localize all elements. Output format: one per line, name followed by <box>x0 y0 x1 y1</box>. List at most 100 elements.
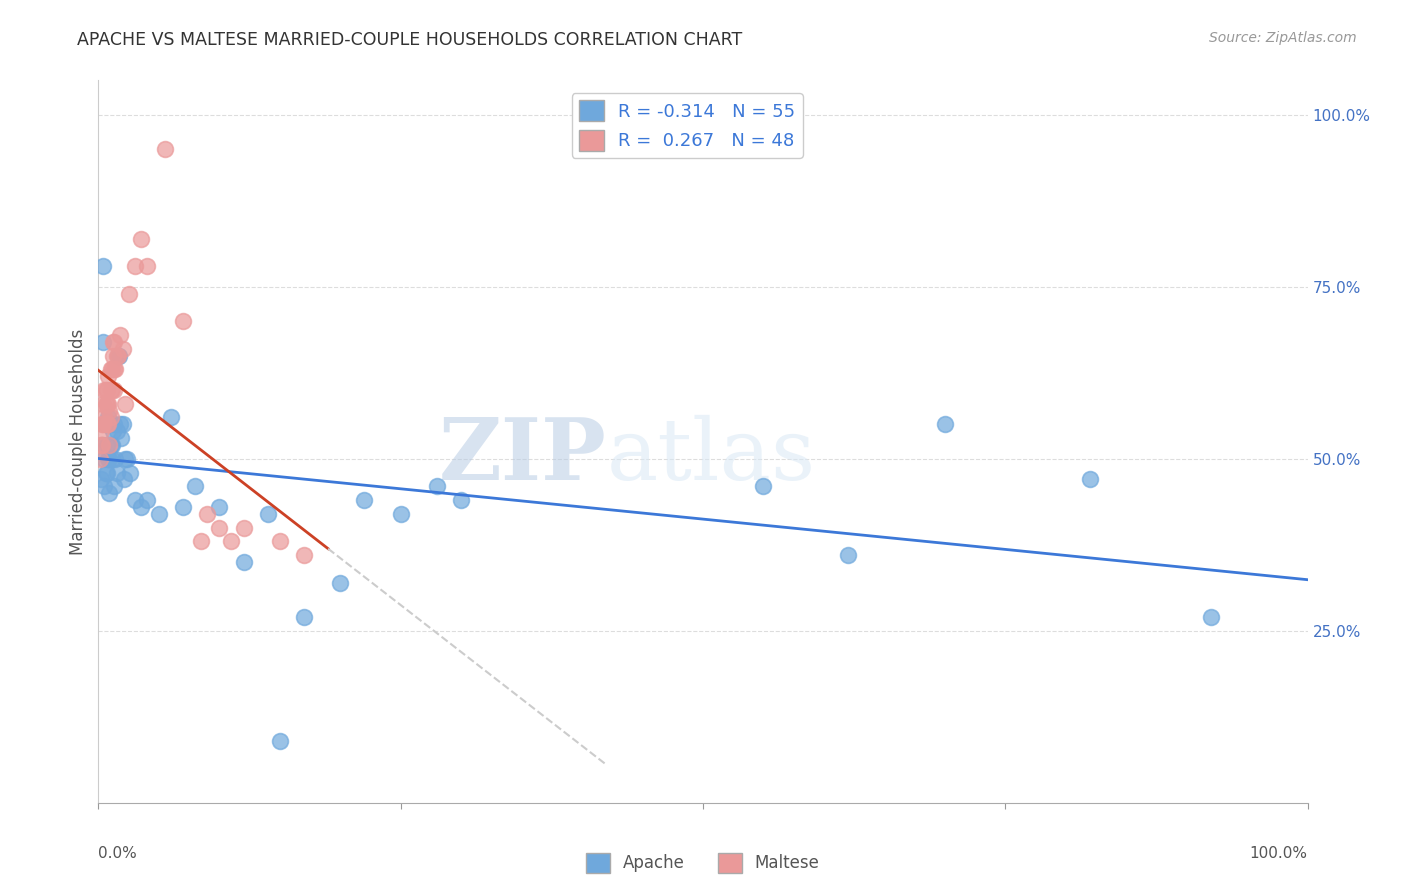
Point <box>100 362 122 376</box>
Point <box>389 507 412 521</box>
Point <box>232 555 254 569</box>
Point <box>135 493 157 508</box>
Point <box>105 424 128 438</box>
Point <box>91 438 114 452</box>
Point <box>96 397 118 411</box>
Point <box>112 472 135 486</box>
Point <box>103 362 125 376</box>
Point <box>93 410 115 425</box>
Y-axis label: Married-couple Households: Married-couple Households <box>69 328 87 555</box>
Point <box>172 314 194 328</box>
Text: 100.0%: 100.0% <box>1250 847 1308 861</box>
Point <box>426 479 449 493</box>
Point <box>105 349 128 363</box>
Point <box>98 403 121 417</box>
Point <box>90 472 112 486</box>
Point <box>96 438 118 452</box>
Point <box>195 507 218 521</box>
Point <box>96 383 118 397</box>
Point <box>148 507 170 521</box>
Point <box>103 334 125 349</box>
Point <box>292 548 315 562</box>
Point <box>96 466 118 480</box>
Legend: R = -0.314   N = 55, R =  0.267   N = 48: R = -0.314 N = 55, R = 0.267 N = 48 <box>571 93 803 158</box>
Point <box>190 534 212 549</box>
Text: APACHE VS MALTESE MARRIED-COUPLE HOUSEHOLDS CORRELATION CHART: APACHE VS MALTESE MARRIED-COUPLE HOUSEHO… <box>77 31 742 49</box>
Point <box>94 417 117 432</box>
Point <box>108 349 131 363</box>
Text: Source: ZipAtlas.com: Source: ZipAtlas.com <box>1209 31 1357 45</box>
Point <box>103 417 125 432</box>
Point <box>124 259 146 273</box>
Point <box>104 451 127 466</box>
Point <box>752 479 775 493</box>
Point <box>103 383 125 397</box>
Point <box>91 417 114 432</box>
Text: ZIP: ZIP <box>439 414 606 498</box>
Point <box>107 349 129 363</box>
Point <box>91 438 114 452</box>
Point <box>107 349 129 363</box>
Point <box>105 466 128 480</box>
Point <box>108 327 131 342</box>
Point <box>1199 610 1222 624</box>
Point <box>97 369 120 384</box>
Point <box>114 397 136 411</box>
Point <box>184 479 207 493</box>
Point <box>91 259 114 273</box>
Point <box>104 362 127 376</box>
Point <box>97 410 120 425</box>
Point <box>329 575 352 590</box>
Point <box>93 383 115 397</box>
Point <box>96 417 118 432</box>
Point <box>101 349 124 363</box>
Point <box>89 451 111 466</box>
Point <box>100 410 122 425</box>
Point <box>100 383 122 397</box>
Point <box>103 479 125 493</box>
Point <box>91 397 114 411</box>
Legend: Apache, Maltese: Apache, Maltese <box>579 847 827 880</box>
Text: atlas: atlas <box>606 415 815 498</box>
Point <box>110 431 132 445</box>
Point <box>100 362 122 376</box>
Point <box>118 466 141 480</box>
Point <box>100 438 122 452</box>
Point <box>118 286 141 301</box>
Point <box>97 397 120 411</box>
Point <box>208 500 231 514</box>
Point <box>135 259 157 273</box>
Point <box>111 417 134 432</box>
Point <box>232 520 254 534</box>
Point <box>101 424 124 438</box>
Point <box>101 334 124 349</box>
Point <box>93 451 115 466</box>
Point <box>124 493 146 508</box>
Point <box>98 438 121 452</box>
Point <box>292 610 315 624</box>
Point <box>94 466 117 480</box>
Point <box>353 493 375 508</box>
Point <box>1078 472 1101 486</box>
Point <box>269 734 291 748</box>
Point <box>221 534 243 549</box>
Point <box>450 493 472 508</box>
Point <box>91 417 114 432</box>
Point <box>98 486 121 500</box>
Point <box>100 417 122 432</box>
Point <box>97 417 120 432</box>
Point <box>153 142 176 156</box>
Point <box>94 383 117 397</box>
Point <box>100 451 122 466</box>
Point <box>129 231 152 245</box>
Point <box>108 417 131 432</box>
Point <box>94 397 117 411</box>
Point <box>90 424 112 438</box>
Point <box>269 534 291 549</box>
Point <box>160 410 183 425</box>
Point <box>837 548 859 562</box>
Point <box>91 334 114 349</box>
Point <box>934 417 956 432</box>
Point <box>100 383 122 397</box>
Point <box>172 500 194 514</box>
